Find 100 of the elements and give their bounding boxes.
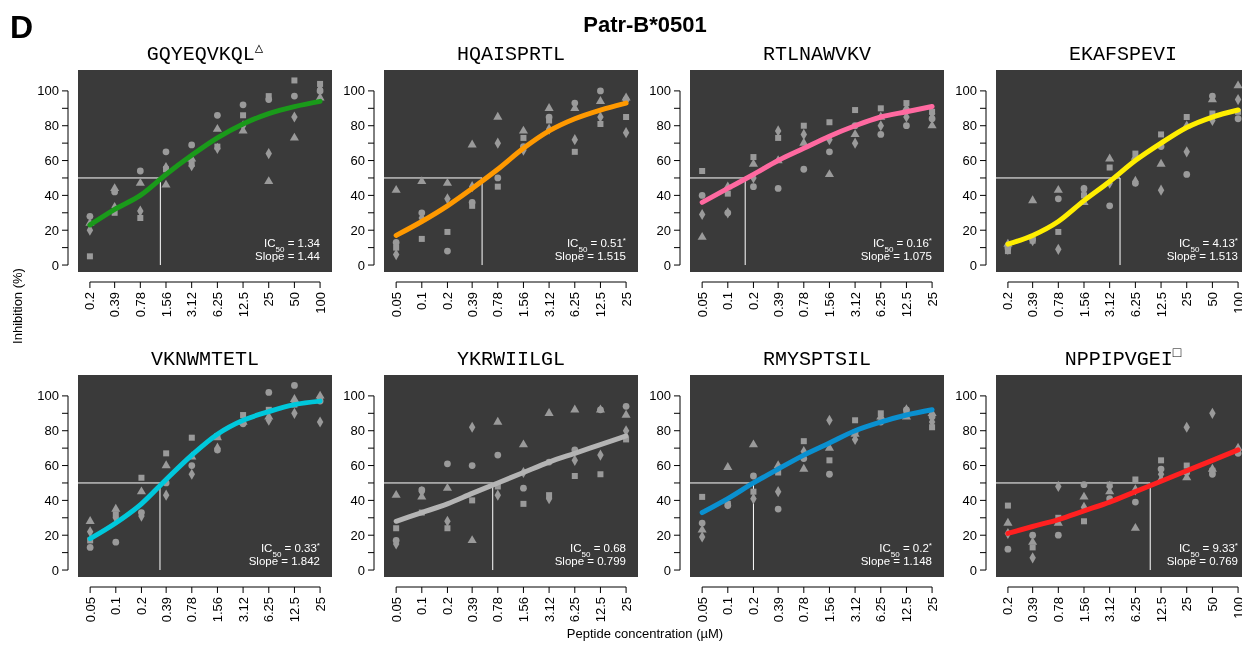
x-tick-label: 3.12 [847, 597, 863, 623]
y-tick-label: 0 [357, 562, 365, 578]
chart-title: EKAFSPEVI [1068, 43, 1178, 66]
x-tick-label: 0.39 [1025, 597, 1041, 623]
chart-title: VKNWMTETL [150, 348, 260, 371]
y-tick-label: 80 [350, 118, 365, 134]
x-tick-label: 0.2 [82, 292, 98, 311]
x-tick-label: 0.2 [439, 597, 455, 616]
x-tick-label: 100 [1230, 597, 1246, 619]
x-tick-label: 3.12 [541, 292, 557, 318]
x-tick-label: 3.12 [541, 597, 557, 623]
x-tick-label: 6.25 [567, 597, 583, 623]
x-tick-label: 0.1 [720, 597, 736, 616]
x-tick-label: 3.12 [184, 292, 200, 318]
x-tick-label: 0.78 [184, 597, 200, 623]
y-tick-label: 20 [656, 527, 671, 543]
y-tick-label: 80 [350, 423, 365, 439]
x-tick-label: 12.5 [235, 292, 251, 318]
x-tick-label: 12.5 [1153, 597, 1169, 623]
x-tick-label: 0.78 [796, 292, 812, 318]
y-tick-label: 60 [44, 153, 59, 169]
chart-title: GQYEQVKQL$^{△}$ [146, 40, 264, 66]
x-tick-label: 0.1 [414, 597, 430, 616]
x-tick-label: 50 [1204, 292, 1220, 307]
y-tick-label: 80 [962, 118, 977, 134]
y-tick-label: 20 [656, 222, 671, 238]
y-tick-label: 0 [663, 562, 671, 578]
y-tick-label: 100 [37, 388, 59, 404]
x-tick-label: 0.05 [388, 597, 404, 623]
y-tick-label: 0 [969, 257, 977, 273]
y-tick-label: 20 [962, 527, 977, 543]
y-tick-label: 80 [656, 423, 671, 439]
x-tick-label: 12.5 [1153, 292, 1169, 318]
x-tick-label: 0.39 [1025, 292, 1041, 318]
x-tick-label: 0.39 [464, 597, 480, 623]
x-tick-label: 25 [618, 292, 634, 307]
x-tick-label: 3.12 [847, 292, 863, 318]
x-tick-label: 0.78 [796, 597, 812, 623]
x-tick-label: 1.56 [1076, 597, 1092, 623]
x-tick-label: 1.56 [515, 292, 531, 318]
x-tick-label: 3.12 [1102, 597, 1118, 623]
x-tick-label: 6.25 [209, 292, 225, 318]
x-tick-label: 100 [312, 292, 328, 314]
x-tick-label: 1.56 [821, 597, 837, 623]
x-tick-label: 1.56 [158, 292, 174, 318]
x-tick-label: 0.78 [490, 597, 506, 623]
x-tick-label: 0.2 [1000, 597, 1016, 616]
y-tick-label: 20 [44, 222, 59, 238]
x-tick-label: 12.5 [286, 597, 302, 623]
x-tick-label: 0.39 [464, 292, 480, 318]
text: Peptide concentration (µM) [566, 626, 724, 641]
text: D [10, 9, 34, 45]
y-tick-label: 40 [656, 187, 671, 203]
x-tick-label: 1.56 [821, 292, 837, 318]
y-tick-label: 40 [350, 187, 365, 203]
x-tick-label: 12.5 [898, 292, 914, 318]
x-tick-label: 25 [261, 292, 277, 307]
x-tick-label: 6.25 [1127, 597, 1143, 623]
y-tick-label: 40 [350, 492, 365, 508]
x-tick-label: 50 [286, 292, 302, 307]
x-tick-label: 25 [924, 292, 940, 307]
x-tick-label: 6.25 [873, 292, 889, 318]
y-tick-label: 0 [969, 562, 977, 578]
x-tick-label: 6.25 [567, 292, 583, 318]
x-tick-label: 25 [312, 597, 328, 612]
y-tick-label: 0 [51, 257, 59, 273]
y-tick-label: 20 [962, 222, 977, 238]
chart-title: NPPIPVGEI$^{□}$ [1064, 345, 1182, 371]
x-tick-label: 0.39 [770, 292, 786, 318]
y-tick-label: 60 [962, 153, 977, 169]
y-tick-label: 60 [656, 458, 671, 474]
y-tick-label: 0 [51, 562, 59, 578]
y-tick-label: 0 [663, 257, 671, 273]
y-tick-label: 40 [962, 492, 977, 508]
x-tick-label: 12.5 [592, 597, 608, 623]
x-tick-label: 0.78 [490, 292, 506, 318]
y-tick-label: 100 [37, 83, 59, 99]
y-tick-label: 80 [962, 423, 977, 439]
y-tick-label: 60 [350, 153, 365, 169]
chart-title: YKRWIILGL [456, 348, 566, 371]
x-tick-label: 25 [618, 597, 634, 612]
x-tick-label: 0.1 [108, 597, 124, 616]
x-tick-label: 25 [1179, 597, 1195, 612]
x-tick-label: 0.2 [745, 597, 761, 616]
y-tick-label: 80 [656, 118, 671, 134]
y-tick-label: 60 [350, 458, 365, 474]
x-tick-label: 0.05 [694, 597, 710, 623]
y-tick-label: 100 [955, 388, 977, 404]
y-tick-label: 40 [656, 492, 671, 508]
x-tick-label: 6.25 [873, 597, 889, 623]
chart-title: RTLNAWVKV [762, 43, 872, 66]
chart-title: RMYSPTSIL [762, 348, 872, 371]
y-tick-label: 100 [343, 388, 365, 404]
x-tick-label: 0.39 [770, 597, 786, 623]
x-tick-label: 0.78 [132, 292, 148, 318]
y-tick-label: 40 [44, 492, 59, 508]
y-tick-label: 20 [44, 527, 59, 543]
x-tick-label: 0.05 [388, 292, 404, 318]
x-tick-label: 1.56 [209, 597, 225, 623]
text: Patr-B*0501 [583, 12, 707, 37]
